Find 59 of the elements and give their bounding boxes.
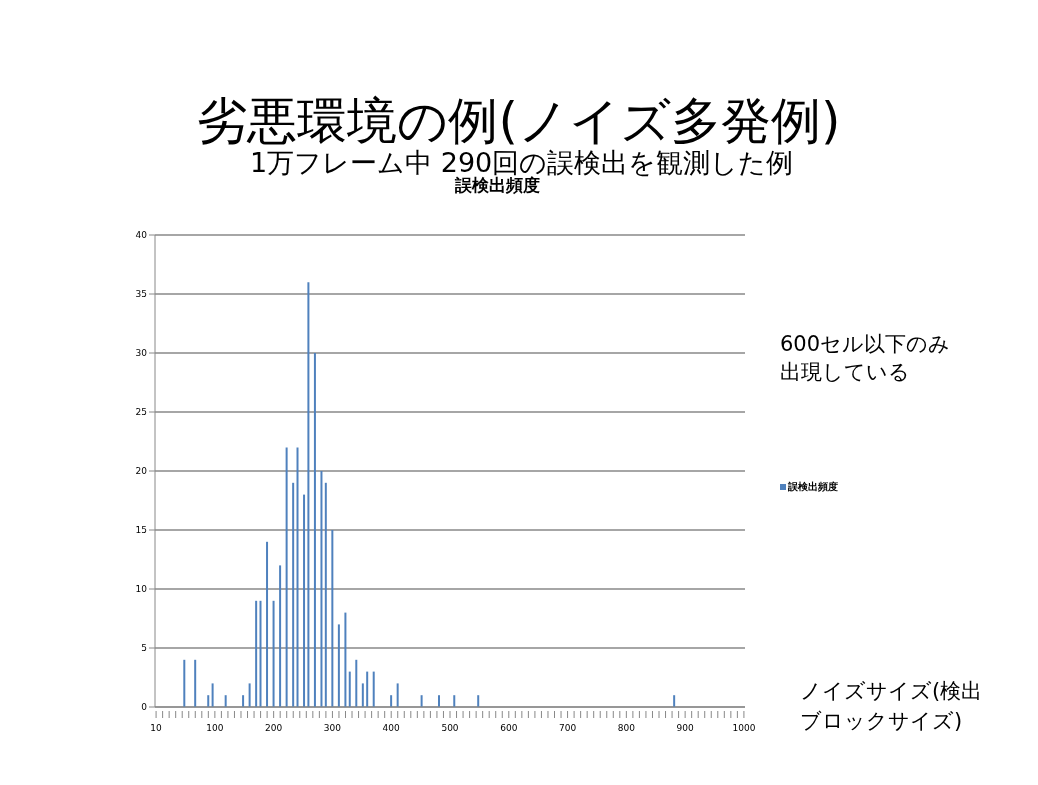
bar [194,659,197,707]
bar [348,671,351,707]
bar [259,600,262,707]
x-tick-label: 900 [676,723,694,733]
x-tick-label: 600 [500,723,518,733]
bar [272,600,275,707]
y-tick-label: 30 [135,348,148,359]
bar [242,695,245,707]
y-tick-label: 35 [135,289,147,300]
x-tick-label: 700 [558,723,577,733]
x-tick-label: 800 [617,723,636,733]
bar [331,530,334,707]
chart-title: 劣悪環境の例(ノイズ多発例) [196,91,842,150]
x-tick-label: 300 [323,723,342,733]
legend-label: 誤検出頻度 [788,480,838,494]
y-tick-label: 0 [141,702,148,713]
bar [372,671,375,707]
bar [279,565,282,707]
y-tick-label: 25 [135,407,147,418]
bar [390,695,393,707]
bar [207,695,210,707]
y-tick-label: 15 [135,525,147,536]
x-axis-title: ノイズサイズ(検出ブロックサイズ) [800,678,984,735]
bar [324,482,327,707]
bar [361,683,364,707]
bar [344,612,347,707]
y-tick-label: 10 [135,584,148,595]
x-tick-label: 500 [441,723,459,733]
x-tick-label: 200 [265,723,283,733]
bar [303,494,306,707]
bar [673,695,676,707]
x-tick-label: 100 [206,723,224,733]
bar [396,683,399,707]
bar [296,447,299,707]
bar [313,353,316,707]
y-tick-label: 40 [135,230,148,241]
bar [420,695,423,707]
bar [438,695,441,707]
bar [307,282,310,707]
y-tick-label: 5 [141,643,147,654]
text: 誤検出頻度 [453,175,540,197]
bar [366,671,369,707]
bar [248,683,251,707]
text: 600セル以下のみ出現している [780,331,952,386]
x-tick-label: 10 [150,723,163,733]
y-tick-label: 20 [135,466,148,477]
bar [320,471,323,707]
bar [355,659,358,707]
bar [292,482,295,707]
bar [285,447,288,707]
bar [337,624,340,707]
bar [477,695,480,707]
bar [453,695,456,707]
bar [224,695,227,707]
x-tick-label: 400 [382,723,401,733]
bar [183,659,186,707]
bar [211,683,214,707]
x-tick-label: 1000 [732,723,756,733]
bar [266,541,269,707]
